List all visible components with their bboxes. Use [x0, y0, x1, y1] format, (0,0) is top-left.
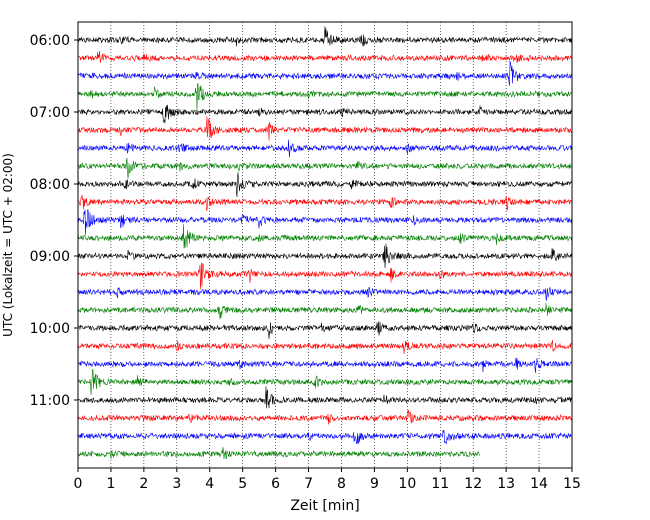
x-tick-label: 4: [205, 476, 214, 492]
seismogram-trace: [77, 409, 573, 425]
x-tick-label: 12: [464, 476, 482, 492]
seismogram-trace: [77, 116, 573, 141]
x-tick-label: 10: [398, 476, 416, 492]
y-tick-label: 09:00: [30, 249, 70, 265]
seismogram-trace: [77, 26, 573, 47]
x-tick-label: 6: [271, 476, 280, 492]
seismogram-trace: [77, 172, 573, 197]
x-tick-label: 5: [238, 476, 247, 492]
seismogram-trace: [77, 60, 573, 86]
x-tick-label: 9: [370, 476, 379, 492]
x-tick-label: 3: [172, 476, 181, 492]
x-tick-label: 13: [497, 476, 515, 492]
x-tick-label: 2: [139, 476, 148, 492]
seismogram-trace: [77, 430, 573, 445]
seismogram-trace: [77, 302, 573, 320]
seismogram-trace: [77, 369, 573, 395]
seismogram-trace: [77, 321, 573, 339]
y-axis-label: UTC (Lokalzeit = UTC + 02:00): [1, 153, 15, 337]
x-axis-label: Zeit [min]: [290, 498, 359, 514]
seismogram-trace: [77, 139, 573, 158]
seismogram-trace: [77, 158, 573, 179]
x-tick-label: 0: [74, 476, 83, 492]
y-tick-label: 11:00: [30, 393, 70, 409]
seismogram-trace: [77, 386, 573, 409]
x-tick-label: 1: [106, 476, 115, 492]
trace-lines: [77, 26, 573, 460]
seismogram-trace: [77, 447, 480, 460]
grid-lines: [110, 22, 540, 468]
x-axis-ticks: 0 1 2 3 4 5 6 7 8 9 10 11 12 13 14 15: [74, 468, 581, 492]
seismogram-trace: [77, 104, 573, 124]
x-tick-label: 11: [431, 476, 449, 492]
x-tick-label: 14: [530, 476, 548, 492]
y-tick-label: 08:00: [30, 177, 70, 193]
seismogram-trace: [77, 209, 573, 235]
seismogram-trace: [77, 357, 573, 373]
seismogram-trace: [77, 243, 573, 268]
y-tick-label: 07:00: [30, 105, 70, 121]
x-tick-label: 8: [337, 476, 346, 492]
seismogram-trace: [77, 286, 573, 301]
seismogram-trace: [77, 194, 573, 212]
plot-frame: [77, 21, 573, 469]
y-tick-label: 06:00: [30, 33, 70, 49]
seismogram-trace: [77, 224, 573, 249]
y-tick-label: 10:00: [30, 321, 70, 337]
x-tick-label: 7: [304, 476, 313, 492]
seismogram-trace: [77, 262, 573, 290]
x-tick-label: 15: [563, 476, 581, 492]
y-axis-ticks: 06:00 07:00 08:00 09:00 10:00 11:00: [30, 33, 78, 409]
seismogram-trace: [77, 82, 573, 111]
seismogram-trace: [77, 340, 573, 354]
seismogram-trace: [77, 50, 573, 64]
